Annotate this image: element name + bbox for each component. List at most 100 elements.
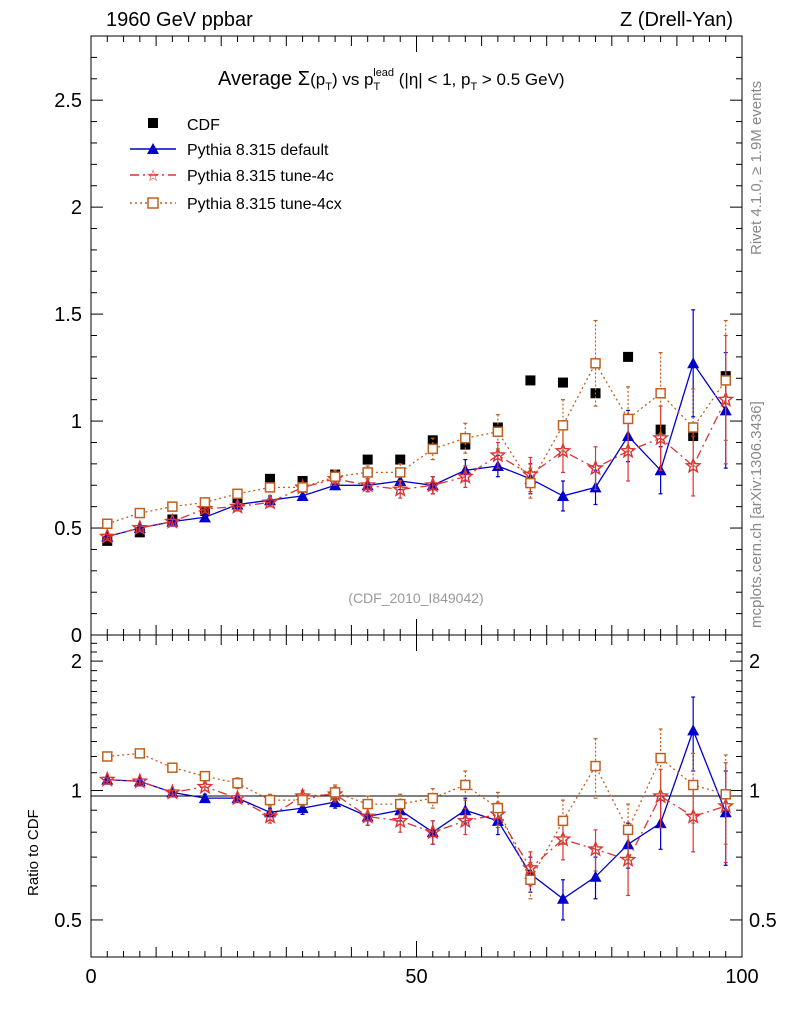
- ratio-point-tune4cx: [622, 824, 634, 836]
- ratio-point-tune4c: [684, 807, 702, 824]
- main-point-tune4cx: [427, 443, 439, 455]
- ratio-point-default: [589, 870, 602, 882]
- main-point-cdf: [525, 375, 536, 386]
- main-point-tune4cx: [492, 426, 504, 438]
- ratio-point-tune4c: [456, 811, 474, 829]
- main-series-line-tune4cx: [107, 361, 727, 525]
- ratio-point-default: [556, 892, 569, 904]
- legend-marker-tune4cx: [147, 197, 159, 209]
- main-panel: 0 0.5 1 1.5 2 2.5 Average Σ(pT) vs pTlead (|η…: [54, 35, 743, 647]
- main-point-tune4c: [163, 512, 181, 529]
- ratio-series-line-default: [107, 728, 727, 900]
- ratio-point-default: [198, 792, 211, 804]
- main-point-tune4cx: [394, 467, 406, 478]
- main-y-tick-label: 0: [71, 625, 82, 647]
- ratio-panel: 0.5 0.5 1 1 2 2 0 50 100 Ratio to CDF: [25, 634, 777, 988]
- header-energy: 1960 GeV ppbar: [106, 9, 253, 31]
- main-series: [98, 309, 735, 546]
- ratio-point-default: [687, 724, 700, 736]
- ratio-series: [98, 696, 735, 921]
- ratio-point-tune4cx: [167, 762, 178, 773]
- ratio-point-tune4cx: [232, 777, 243, 789]
- main-point-tune4cx: [557, 420, 569, 431]
- ratio-point-tune4cx: [655, 752, 666, 764]
- ratio-point-tune4cx: [525, 874, 536, 886]
- main-point-tune4cx: [525, 477, 536, 489]
- main-point-cdf: [427, 435, 438, 446]
- ratio-point-tune4c: [196, 777, 214, 795]
- main-point-tune4cx: [622, 413, 634, 425]
- legend-label-default: Pythia 8.315 default: [187, 142, 329, 159]
- main-point-tune4c: [228, 497, 246, 514]
- main-point-default: [687, 357, 700, 369]
- legend-marker-default: [147, 143, 159, 154]
- main-point-tune4cx: [199, 497, 211, 508]
- main-point-tune4cx: [329, 471, 341, 482]
- legend-label-cdf: CDF: [187, 117, 220, 134]
- main-point-tune4c: [391, 480, 409, 497]
- main-y-ticks: 0 0.5 1 1.5 2 2.5: [54, 35, 742, 647]
- main-point-default: [296, 489, 309, 501]
- ratio-point-tune4c: [163, 783, 181, 800]
- main-y-tick-label: 2.5: [54, 90, 82, 112]
- legend-label-tune4cx: Pythia 8.315 tune-4cx: [187, 196, 342, 213]
- main-y-tick-label: 1: [71, 411, 82, 433]
- ratio-point-tune4c: [424, 823, 442, 840]
- ratio-point-tune4cx: [720, 789, 731, 800]
- ratio-x-tick-label: 50: [405, 966, 427, 988]
- ratio-point-tune4c: [131, 772, 149, 789]
- main-point-cdf: [557, 377, 568, 388]
- main-point-cdf: [265, 473, 276, 484]
- main-x-ticks: [90, 36, 743, 635]
- ratio-point-tune4cx: [134, 748, 146, 759]
- main-point-tune4c: [424, 476, 442, 493]
- main-point-tune4cx: [264, 482, 276, 493]
- legend-label-tune4c: Pythia 8.315 tune-4c: [187, 168, 334, 185]
- ratio-x-tick-label: 100: [725, 966, 758, 988]
- ratio-x-ticks: 0 50 100: [85, 635, 759, 988]
- main-series-line-default: [107, 361, 727, 538]
- ratio-point-tune4cx: [687, 779, 699, 791]
- main-point-tune4c: [456, 467, 474, 484]
- ratio-point-tune4c: [619, 850, 637, 868]
- main-point-tune4cx: [167, 501, 178, 512]
- ratio-y-tick-label-right: 1: [749, 781, 760, 803]
- main-point-tune4c: [131, 519, 149, 536]
- ratio-point-tune4c: [587, 840, 605, 857]
- main-point-default: [198, 511, 211, 523]
- ratio-y-tick-label: 0.5: [54, 910, 82, 932]
- main-point-tune4cx: [720, 375, 731, 386]
- main-point-tune4cx: [590, 358, 601, 369]
- main-point-tune4cx: [102, 518, 113, 530]
- main-y-tick-label: 1.5: [54, 304, 82, 326]
- ratio-point-tune4c: [554, 830, 572, 847]
- ratio-point-tune4c: [98, 770, 116, 787]
- rivet-label: Rivet 4.1.0, ≥ 1.9M events: [748, 81, 765, 255]
- legend-marker-tune4c: ☆: [146, 168, 160, 185]
- main-point-tune4c: [261, 493, 279, 510]
- analysis-watermark: (CDF_2010_I849042): [348, 590, 483, 606]
- ratio-point-tune4c: [228, 789, 246, 806]
- main-point-tune4c: [587, 459, 605, 476]
- ratio-point-tune4cx: [590, 760, 601, 772]
- ratio-point-tune4cx: [102, 751, 113, 762]
- ratio-point-tune4cx: [460, 779, 471, 791]
- main-y-tick-label: 0.5: [54, 518, 82, 540]
- main-point-tune4c: [684, 457, 702, 474]
- ratio-point-tune4c: [359, 807, 377, 824]
- main-point-default: [556, 489, 569, 501]
- ratio-point-tune4cx: [264, 794, 276, 806]
- main-point-tune4cx: [687, 422, 699, 433]
- ratio-point-tune4c: [652, 787, 670, 804]
- main-point-tune4cx: [460, 432, 471, 444]
- ratio-point-tune4cx: [427, 792, 439, 804]
- main-point-tune4cx: [134, 507, 146, 519]
- main-point-tune4c: [98, 527, 116, 544]
- ratio-x-tick-label: 0: [85, 966, 96, 988]
- main-point-cdf: [362, 454, 373, 465]
- ratio-point-tune4cx: [329, 787, 341, 798]
- main-point-tune4c: [359, 476, 377, 493]
- header-process: Z (Drell-Yan): [620, 9, 733, 31]
- ratio-series-line-tune4cx: [107, 752, 726, 882]
